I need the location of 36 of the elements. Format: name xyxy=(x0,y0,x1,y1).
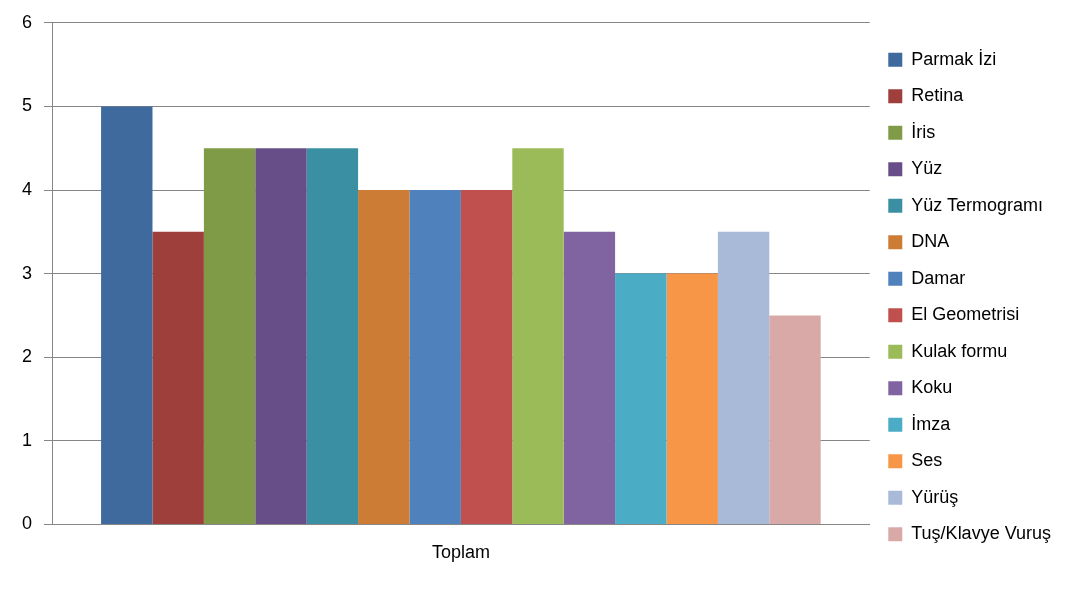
legend-label: DNA xyxy=(911,231,950,252)
legend-label: İris xyxy=(911,121,936,142)
bar xyxy=(255,148,307,524)
bar xyxy=(512,148,564,524)
y-tick-label: 2 xyxy=(22,346,33,367)
bar xyxy=(563,231,616,524)
legend-label: Yüz Termogramı xyxy=(911,194,1043,215)
bar xyxy=(615,273,667,524)
bar xyxy=(717,231,770,524)
legend-label: Kulak formu xyxy=(911,340,1008,361)
bar xyxy=(769,315,821,524)
legend-label: Damar xyxy=(911,267,966,288)
bar xyxy=(409,190,461,524)
legend-label: Koku xyxy=(911,377,953,398)
bar xyxy=(101,106,153,524)
y-tick-label: 5 xyxy=(22,95,33,116)
bar xyxy=(666,273,718,524)
legend-label: Retina xyxy=(911,85,965,106)
y-tick-label: 3 xyxy=(22,262,33,283)
bar xyxy=(306,148,359,524)
y-tick-label: 1 xyxy=(22,429,33,450)
legend-label: Ses xyxy=(911,450,943,471)
legend-label: Yürüş xyxy=(911,486,959,507)
legend-label: Tuş/Klavye Vuruş xyxy=(911,523,1052,544)
legend-label: İmza xyxy=(911,413,952,434)
y-tick-label: 0 xyxy=(22,513,33,534)
bar xyxy=(358,190,410,524)
legend-label: El Geometrisi xyxy=(911,304,1020,325)
bar xyxy=(460,190,513,524)
bar xyxy=(152,231,204,524)
y-tick-label: 4 xyxy=(22,178,33,199)
y-tick-label: 6 xyxy=(22,11,33,32)
legend-label: Parmak İzi xyxy=(911,48,997,69)
x-tick-label: Toplam xyxy=(431,542,490,563)
bar xyxy=(203,148,256,524)
legend-label: Yüz xyxy=(911,158,943,179)
